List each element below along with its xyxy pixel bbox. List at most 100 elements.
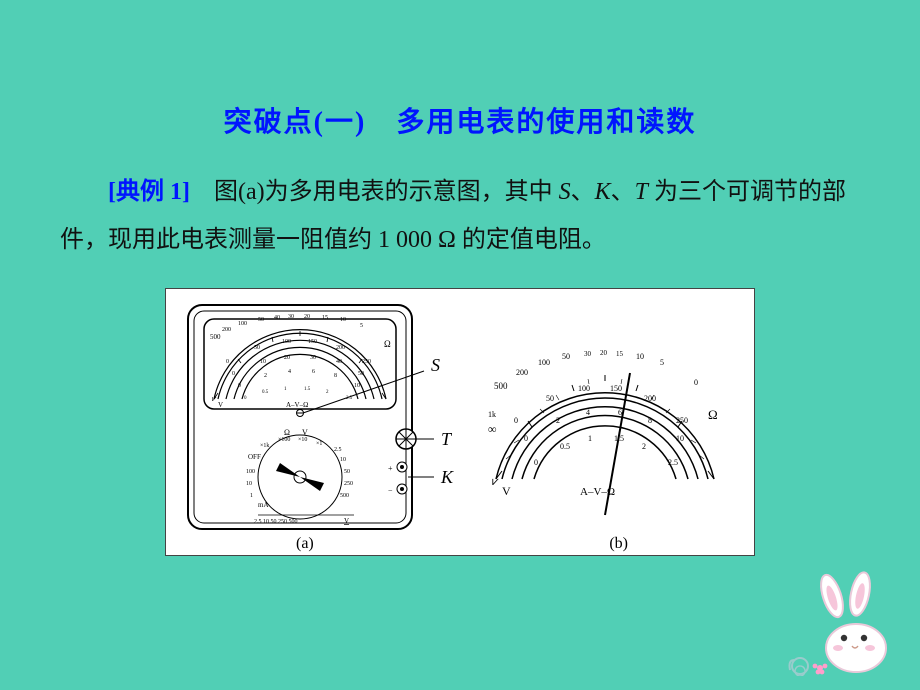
svg-text:10: 10 — [340, 457, 346, 463]
svg-text:30: 30 — [584, 350, 592, 358]
svg-text:20: 20 — [284, 355, 290, 361]
svg-text:1.5: 1.5 — [614, 434, 624, 443]
svg-text:Ω: Ω — [708, 407, 718, 422]
svg-text:15: 15 — [322, 315, 328, 321]
svg-text:50: 50 — [546, 394, 554, 403]
svg-text:50: 50 — [254, 345, 260, 351]
svg-text:8: 8 — [648, 416, 652, 425]
svg-text:10: 10 — [636, 352, 644, 361]
text-pre: 图(a)为多用电表的示意图，其中 — [190, 179, 559, 205]
svg-text:200: 200 — [222, 327, 231, 333]
label-k: K — [441, 467, 453, 488]
svg-text:20: 20 — [304, 314, 310, 320]
svg-text:×100: ×100 — [278, 437, 290, 443]
svg-text:30: 30 — [310, 355, 316, 361]
problem-text: [典例 1] 图(a)为多用电表的示意图，其中 S、K、T 为三个可调节的部件，… — [60, 168, 860, 264]
svg-text:×10: ×10 — [298, 437, 307, 443]
avw-label-b: A–V–Ω — [580, 486, 615, 498]
svg-text:200: 200 — [336, 345, 345, 351]
svg-text:4: 4 — [288, 369, 291, 375]
caption-a: (a) — [296, 535, 314, 553]
svg-text:V: V — [218, 401, 223, 409]
svg-text:50: 50 — [258, 317, 264, 323]
example-label: [典例 1] — [108, 179, 190, 205]
svg-text:0.5: 0.5 — [262, 390, 269, 395]
svg-text:500: 500 — [340, 493, 349, 499]
svg-text:100: 100 — [238, 321, 247, 327]
svg-text:100: 100 — [282, 339, 291, 345]
caption-b: (b) — [609, 535, 628, 553]
svg-text:0: 0 — [534, 458, 538, 467]
svg-text:∞: ∞ — [488, 422, 497, 436]
svg-text:2: 2 — [264, 373, 267, 379]
svg-text:0.5: 0.5 — [560, 442, 570, 451]
svg-text:×1k: ×1k — [260, 443, 269, 449]
svg-text:10: 10 — [354, 383, 360, 389]
svg-text:250: 250 — [344, 481, 353, 487]
svg-text:10: 10 — [676, 434, 684, 443]
svg-text:⩗: ⩗ — [212, 394, 217, 403]
svg-text:1: 1 — [250, 493, 253, 499]
svg-text:0: 0 — [232, 371, 235, 377]
svg-text:500: 500 — [494, 381, 508, 391]
svg-text:200: 200 — [516, 368, 528, 377]
label-t: T — [441, 429, 451, 450]
svg-text:40: 40 — [274, 315, 280, 321]
svg-text:Ω: Ω — [284, 428, 290, 437]
svg-text:250: 250 — [676, 416, 688, 425]
svg-text:5: 5 — [660, 358, 664, 367]
svg-text:15: 15 — [616, 350, 624, 358]
svg-text:2.5 10 50 250 500: 2.5 10 50 250 500 — [254, 519, 298, 525]
svg-text:1.5: 1.5 — [304, 387, 311, 392]
breakthrough-title: 突破点(一) 多用电表的使用和读数 — [60, 100, 860, 140]
svg-text:8: 8 — [334, 373, 337, 379]
scale-ohm-a: 500 — [210, 333, 221, 341]
svg-text:Ω: Ω — [384, 339, 391, 349]
svg-text:6: 6 — [312, 369, 315, 375]
slide-content: 突破点(一) 多用电表的使用和读数 [典例 1] 图(a)为多用电表的示意图，其… — [0, 0, 920, 576]
svg-text:OFF: OFF — [248, 453, 261, 461]
svg-text:mA: mA — [258, 501, 269, 509]
svg-text:0: 0 — [524, 434, 528, 443]
svg-text:20: 20 — [600, 349, 608, 357]
avw-label-a: A–V–Ω — [286, 401, 308, 409]
svg-text:50: 50 — [344, 469, 350, 475]
svg-text:10: 10 — [260, 359, 266, 365]
svg-text:150: 150 — [610, 384, 622, 393]
svg-text:2.5: 2.5 — [334, 447, 342, 453]
svg-text:0: 0 — [514, 416, 518, 425]
svg-text:100: 100 — [578, 384, 590, 393]
svg-text:250: 250 — [362, 359, 371, 365]
bunny-icon — [782, 566, 902, 676]
svg-text:2.5: 2.5 — [668, 458, 678, 467]
svg-text:⩗: ⩗ — [492, 474, 499, 488]
svg-text:40: 40 — [336, 359, 342, 365]
svg-text:2: 2 — [642, 442, 646, 451]
svg-text:V: V — [502, 484, 511, 498]
var-k: K — [595, 179, 611, 205]
svg-text:150: 150 — [308, 339, 317, 345]
label-s: S — [431, 355, 440, 376]
svg-text:100: 100 — [538, 358, 550, 367]
var-s: S — [559, 179, 571, 205]
svg-text:200: 200 — [644, 394, 656, 403]
svg-text:+: + — [388, 464, 393, 473]
svg-text:0: 0 — [226, 359, 229, 365]
svg-text:V: V — [302, 428, 308, 437]
svg-text:30: 30 — [288, 314, 294, 320]
svg-text:1k: 1k — [488, 410, 496, 419]
figure-container: 500 200 100 50 40 30 20 15 10 5 Ω 0 50 1… — [165, 288, 755, 556]
svg-text:1: 1 — [588, 434, 592, 443]
svg-text:×1: ×1 — [316, 441, 322, 447]
svg-text:2: 2 — [556, 416, 560, 425]
svg-text:50: 50 — [562, 352, 570, 361]
svg-text:V: V — [344, 517, 349, 525]
multimeter-a: 500 200 100 50 40 30 20 15 10 5 Ω 0 50 1… — [184, 301, 452, 541]
svg-text:50: 50 — [358, 371, 364, 377]
svg-text:10: 10 — [340, 317, 346, 323]
svg-text:6: 6 — [618, 408, 622, 417]
svg-text:−: − — [388, 486, 393, 495]
svg-text:5: 5 — [360, 323, 363, 329]
svg-text:100: 100 — [246, 469, 255, 475]
svg-text:10: 10 — [246, 481, 252, 487]
